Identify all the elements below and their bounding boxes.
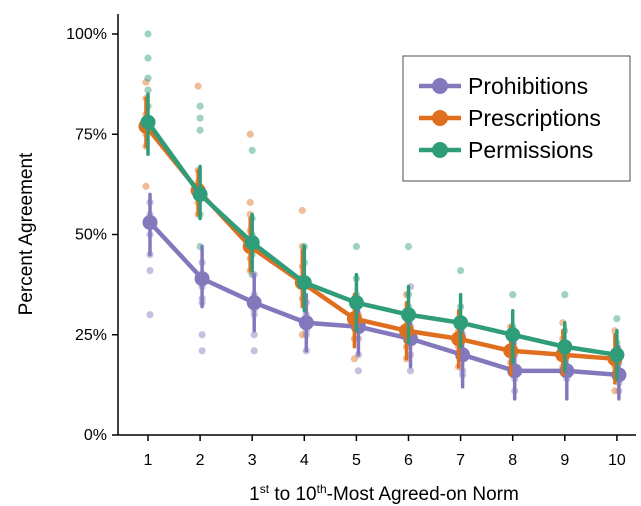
raw-point [144, 54, 152, 62]
mean-point [142, 214, 158, 230]
raw-point [404, 242, 413, 251]
raw-point [198, 347, 206, 355]
mean-point [140, 114, 156, 130]
x-tick-label: 2 [196, 452, 205, 469]
x-tick-label: 10 [608, 452, 626, 469]
x-axis-title: 1st to 10th-Most Agreed-on Norm [249, 482, 519, 505]
raw-point [246, 130, 254, 138]
legend-label-permissions: Permissions [468, 137, 593, 163]
raw-point [144, 86, 152, 94]
x-title-part-2: to 10 [269, 484, 317, 505]
raw-point [144, 30, 152, 38]
raw-point [250, 331, 258, 339]
x-tick-label: 4 [300, 452, 309, 469]
raw-points-prohibitions [146, 198, 623, 395]
legend: Prohibitions Prescriptions Permissions [402, 55, 631, 182]
legend-label-prohibitions: Prohibitions [468, 73, 588, 99]
mean-point [503, 343, 519, 359]
y-tick-label: 50% [75, 227, 107, 244]
raw-point [246, 198, 254, 207]
mean-point [399, 323, 414, 339]
mean-point [194, 271, 210, 287]
raw-point [561, 291, 569, 299]
y-tick-label: 25% [75, 327, 107, 344]
raw-point [350, 355, 358, 363]
y-tick-label: 0% [84, 427, 107, 444]
mean-point [505, 327, 521, 343]
raw-point [298, 331, 306, 339]
x-axis: 1 2 3 4 5 6 7 8 9 10 [118, 434, 636, 469]
mean-point [451, 331, 467, 347]
raw-point [196, 114, 204, 122]
mean-point [192, 186, 208, 202]
raw-point [611, 387, 619, 395]
mean-point [348, 295, 364, 311]
raw-point [250, 347, 258, 355]
mean-point [609, 347, 625, 363]
mean-point [244, 235, 260, 251]
series-line [148, 220, 620, 378]
raw-point [198, 331, 206, 339]
raw-point [142, 78, 150, 86]
raw-point [196, 126, 204, 134]
x-title-part-1: 1 [249, 484, 260, 505]
x-title-sup-1: st [260, 482, 270, 496]
x-title-part-3: -Most Agreed-on Norm [327, 484, 519, 505]
raw-point [144, 74, 152, 82]
y-axis-title: Percent Agreement [16, 152, 37, 315]
raw-point [406, 367, 415, 375]
mean-point [296, 275, 312, 291]
mean-point [557, 339, 573, 355]
raw-point [613, 315, 621, 323]
mean-point [346, 311, 362, 327]
raw-point [194, 82, 202, 90]
plot-area [138, 30, 627, 401]
raw-point [146, 311, 154, 319]
raw-point [146, 266, 154, 275]
raw-point [142, 182, 150, 190]
series-prohibitions [142, 192, 627, 401]
x-tick-label: 9 [560, 452, 569, 469]
series-line [146, 120, 618, 358]
raw-point [457, 266, 465, 275]
legend-marker-prohibitions [432, 78, 448, 94]
x-title-sup-2: th [317, 482, 327, 496]
x-tick-label: 8 [508, 452, 517, 469]
x-tick-label: 7 [456, 452, 465, 469]
mean-point [246, 295, 262, 311]
y-axis: 0% 25% 50% 75% 100% [66, 14, 119, 444]
raw-point [298, 206, 306, 215]
x-tick-label: 3 [248, 452, 257, 469]
mean-point [401, 307, 416, 323]
x-tick-label: 1 [144, 452, 153, 469]
x-tick-label: 5 [352, 452, 361, 469]
mean-point [298, 315, 314, 331]
raw-point [248, 146, 256, 154]
raw-point [352, 242, 360, 251]
y-tick-label: 100% [66, 26, 107, 43]
raw-point [354, 367, 362, 375]
x-tick-label: 6 [404, 452, 413, 469]
mean-point [453, 315, 469, 331]
legend-marker-permissions [432, 142, 448, 158]
legend-label-prescriptions: Prescriptions [468, 105, 601, 131]
raw-point [509, 291, 517, 299]
raw-point [196, 102, 204, 110]
legend-marker-prescriptions [432, 110, 448, 126]
y-tick-label: 75% [75, 126, 107, 143]
series-permissions [140, 92, 625, 381]
